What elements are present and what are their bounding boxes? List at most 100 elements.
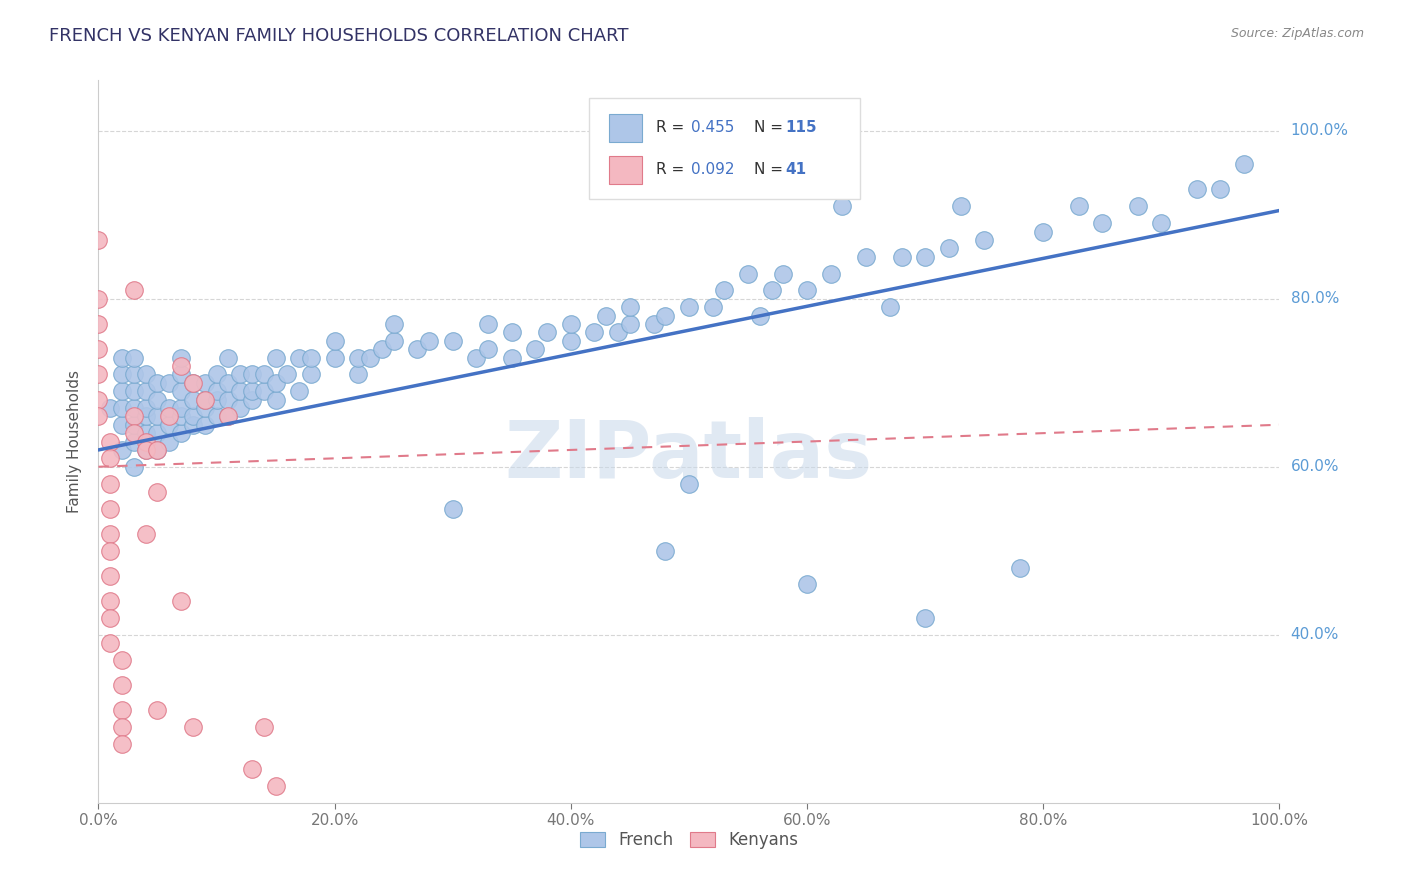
Point bbox=[654, 543, 676, 558]
Point bbox=[170, 351, 193, 365]
Point bbox=[772, 267, 794, 281]
Text: ZIPatlas: ZIPatlas bbox=[505, 417, 873, 495]
Point bbox=[761, 283, 783, 297]
Text: 40.0%: 40.0% bbox=[1291, 627, 1339, 642]
Text: R =: R = bbox=[655, 120, 689, 136]
Point bbox=[205, 368, 228, 382]
Point bbox=[477, 317, 499, 331]
Point bbox=[619, 300, 641, 314]
Point bbox=[253, 720, 276, 734]
Point bbox=[371, 342, 394, 356]
Point bbox=[87, 342, 110, 356]
Point bbox=[170, 359, 193, 373]
Legend: French, Kenyans: French, Kenyans bbox=[574, 824, 804, 856]
Point bbox=[122, 459, 145, 474]
Point bbox=[122, 434, 145, 449]
Point bbox=[1150, 216, 1173, 230]
Point bbox=[879, 300, 901, 314]
Point bbox=[240, 384, 263, 398]
Point bbox=[229, 384, 252, 398]
Point bbox=[583, 326, 606, 340]
Point bbox=[536, 326, 558, 340]
Point bbox=[135, 527, 157, 541]
Point bbox=[122, 401, 145, 415]
Point bbox=[217, 351, 239, 365]
Point bbox=[914, 250, 936, 264]
Point bbox=[465, 351, 488, 365]
Point bbox=[146, 392, 169, 407]
Point bbox=[607, 326, 630, 340]
Point bbox=[264, 351, 287, 365]
Point bbox=[1067, 199, 1090, 213]
Point bbox=[560, 334, 582, 348]
Point bbox=[135, 442, 157, 457]
Point bbox=[359, 351, 381, 365]
Point bbox=[299, 351, 322, 365]
Text: 0.092: 0.092 bbox=[692, 162, 735, 178]
Point bbox=[831, 199, 853, 213]
Point bbox=[170, 594, 193, 608]
Point bbox=[146, 485, 169, 500]
Point bbox=[347, 351, 370, 365]
Point bbox=[135, 401, 157, 415]
Text: 115: 115 bbox=[786, 120, 817, 136]
Point bbox=[194, 392, 217, 407]
Point bbox=[264, 392, 287, 407]
Point bbox=[949, 199, 972, 213]
Point bbox=[253, 368, 276, 382]
Point bbox=[595, 309, 617, 323]
Point bbox=[122, 283, 145, 297]
Point bbox=[938, 241, 960, 255]
Point bbox=[135, 426, 157, 441]
Point bbox=[1008, 560, 1031, 574]
Text: Source: ZipAtlas.com: Source: ZipAtlas.com bbox=[1230, 27, 1364, 40]
Point bbox=[122, 351, 145, 365]
Point bbox=[157, 401, 180, 415]
Point bbox=[146, 426, 169, 441]
Point bbox=[111, 368, 134, 382]
Point bbox=[678, 300, 700, 314]
Point bbox=[441, 501, 464, 516]
Point bbox=[122, 426, 145, 441]
Point bbox=[122, 417, 145, 432]
Point bbox=[98, 434, 121, 449]
Point bbox=[170, 426, 193, 441]
Point bbox=[98, 569, 121, 583]
Point bbox=[240, 762, 263, 776]
Point bbox=[253, 384, 276, 398]
Point bbox=[87, 409, 110, 424]
Point bbox=[796, 577, 818, 591]
Point bbox=[170, 409, 193, 424]
Point bbox=[288, 351, 311, 365]
Point bbox=[111, 442, 134, 457]
Point bbox=[157, 409, 180, 424]
Y-axis label: Family Households: Family Households bbox=[67, 370, 83, 513]
Point bbox=[713, 283, 735, 297]
Point bbox=[146, 703, 169, 717]
Point bbox=[406, 342, 429, 356]
Point bbox=[111, 351, 134, 365]
Point bbox=[264, 376, 287, 390]
Point bbox=[98, 476, 121, 491]
Point bbox=[194, 392, 217, 407]
Point bbox=[111, 737, 134, 751]
Point bbox=[87, 368, 110, 382]
Point bbox=[181, 392, 204, 407]
Point bbox=[122, 409, 145, 424]
Point bbox=[643, 317, 665, 331]
Point bbox=[702, 300, 724, 314]
Point bbox=[170, 368, 193, 382]
Point bbox=[323, 334, 346, 348]
Point bbox=[240, 368, 263, 382]
Point bbox=[181, 376, 204, 390]
Point bbox=[560, 317, 582, 331]
Point bbox=[737, 267, 759, 281]
Point bbox=[820, 267, 842, 281]
Text: FRENCH VS KENYAN FAMILY HOUSEHOLDS CORRELATION CHART: FRENCH VS KENYAN FAMILY HOUSEHOLDS CORRE… bbox=[49, 27, 628, 45]
Point bbox=[98, 501, 121, 516]
Point bbox=[194, 401, 217, 415]
Point bbox=[217, 392, 239, 407]
Point bbox=[135, 442, 157, 457]
Point bbox=[135, 384, 157, 398]
Point bbox=[1091, 216, 1114, 230]
